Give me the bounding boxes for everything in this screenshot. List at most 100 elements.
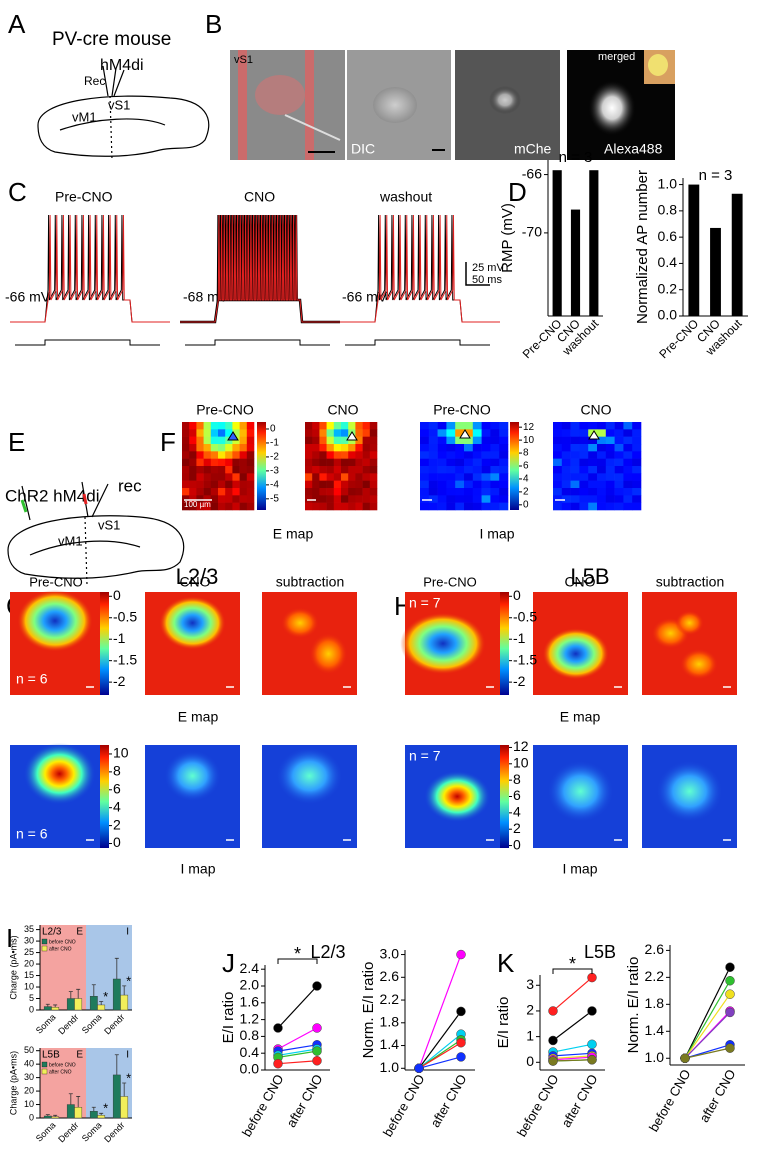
panel-title: L2/3	[176, 564, 219, 589]
map-cell	[362, 436, 371, 445]
map-cell	[305, 488, 313, 496]
point	[312, 1046, 322, 1056]
y-tick-label: 0.4	[658, 254, 678, 270]
y-tick-label: 10	[24, 981, 34, 991]
map-cell	[570, 495, 580, 503]
map-cell	[218, 451, 226, 459]
map-cell	[182, 444, 190, 452]
map-cell	[189, 480, 197, 489]
colorbar-label: 2	[513, 820, 521, 836]
map-cell	[182, 422, 190, 430]
map-cell	[203, 429, 212, 437]
map-cell	[455, 488, 465, 496]
map-cell	[588, 422, 598, 430]
y-tick-label: 35	[24, 924, 34, 934]
map-cell	[428, 480, 438, 489]
x-tick-label: Soma	[80, 1012, 104, 1036]
x-tick-label: Pre-CNO	[656, 316, 701, 361]
map-cell	[312, 488, 320, 496]
colorbar	[257, 422, 266, 510]
map-cell	[597, 458, 607, 467]
map-cell	[455, 502, 465, 511]
y-tick-label: 0.2	[658, 280, 678, 296]
map-cell	[341, 422, 349, 430]
map-cell	[632, 451, 642, 459]
map-cell	[614, 429, 624, 437]
map-cell	[319, 473, 327, 481]
map-cell	[189, 466, 197, 474]
map-cell	[369, 451, 378, 459]
map-cell	[481, 473, 491, 481]
map-cell	[333, 444, 342, 452]
map-cell	[481, 444, 491, 452]
map-cell	[348, 480, 356, 489]
point	[725, 989, 735, 999]
condition-label: CNO	[244, 189, 275, 205]
map-cell	[369, 488, 378, 496]
colorbar-label: 2	[523, 487, 529, 498]
colorbar-label: 12	[513, 738, 529, 754]
map-blob	[656, 760, 723, 823]
map-cell	[355, 451, 363, 459]
series-line	[277, 985, 318, 1029]
y-tick-label: 20	[24, 1085, 34, 1095]
map-cell	[464, 458, 474, 467]
map-cell	[196, 436, 204, 445]
map-cell	[588, 480, 598, 489]
map-cell	[623, 429, 633, 437]
map-cell	[455, 451, 465, 459]
map-cell	[239, 444, 248, 452]
y-tick-label: 0	[526, 1053, 534, 1069]
map-cell	[446, 480, 456, 489]
map-cell	[305, 466, 313, 474]
map-cell	[326, 502, 335, 511]
scale-label: 25 mV	[472, 262, 504, 274]
map-cell	[319, 422, 327, 430]
inset	[648, 54, 668, 76]
map-cell	[570, 488, 580, 496]
y-axis-label: Norm. E/I ratio	[625, 957, 642, 1054]
error-bar	[53, 1004, 58, 1008]
y-tick-label: 0.0	[240, 1061, 260, 1077]
map-cell	[561, 436, 571, 445]
map-cell	[597, 451, 607, 459]
map-cell	[362, 458, 371, 467]
group-background	[40, 925, 86, 1010]
map-cell	[490, 422, 500, 430]
map-cell	[605, 429, 615, 437]
map-cell	[312, 451, 320, 459]
map-cell	[632, 473, 642, 481]
error-bar	[114, 1054, 119, 1075]
map-cell	[312, 495, 320, 503]
map-cell	[490, 466, 500, 474]
map-cell	[319, 495, 327, 503]
map-cell	[553, 444, 563, 452]
map-cell	[218, 495, 226, 503]
point	[456, 1006, 466, 1017]
point	[456, 949, 466, 960]
y-tick-label: 0.6	[658, 228, 678, 244]
map-blob	[23, 742, 96, 805]
map-cell	[239, 422, 248, 430]
map-cell	[605, 458, 615, 467]
error-bar	[53, 1114, 58, 1117]
image	[588, 80, 636, 136]
point	[312, 1023, 322, 1033]
map-cell	[348, 422, 356, 430]
x-tick-label: Soma	[34, 1012, 58, 1036]
map-blob	[164, 750, 221, 802]
map-cell	[499, 451, 509, 459]
map-cell	[614, 502, 624, 511]
bar	[120, 994, 129, 1011]
map-cell	[623, 480, 633, 489]
map-cell	[464, 429, 474, 437]
map-cell	[203, 495, 212, 503]
map-cell	[579, 436, 589, 445]
y-tick-label: 3	[526, 976, 534, 992]
map-cell	[570, 451, 580, 459]
map-cell	[472, 429, 482, 437]
map-cell	[246, 495, 255, 503]
map-cell	[490, 436, 500, 445]
map-cell	[464, 502, 474, 511]
map-cell	[341, 480, 349, 489]
